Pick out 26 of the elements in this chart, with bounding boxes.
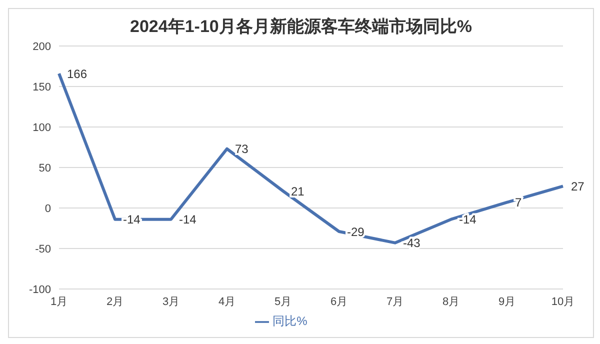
x-tick-label: 2月 [106, 296, 124, 308]
x-tick-label: 10月 [551, 296, 575, 308]
chart-title: 2024年1-10月各月新能源客车终端市场同比% [129, 16, 473, 38]
data-label: 21 [291, 184, 305, 198]
x-tick-label: 6月 [330, 296, 348, 308]
y-tick-label: 100 [32, 122, 51, 134]
x-tick-label: 9月 [498, 296, 516, 308]
legend-label: 同比% [272, 314, 308, 328]
data-label: 73 [235, 142, 249, 156]
x-tick-label: 4月 [218, 296, 236, 308]
y-tick-label: -50 [35, 243, 51, 256]
data-label: -14 [179, 212, 197, 227]
data-label: 27 [571, 179, 585, 194]
y-tick-label: 200 [32, 40, 51, 53]
data-label: -14 [459, 212, 477, 227]
data-label: 166 [67, 66, 88, 81]
y-tick-label: 50 [38, 162, 51, 174]
y-tick-label: 150 [32, 81, 51, 94]
x-tick-label: 1月 [50, 296, 68, 308]
x-tick-label: 5月 [274, 296, 292, 308]
x-tick-label: 8月 [442, 296, 460, 308]
y-tick-label: 0 [44, 202, 51, 215]
y-tick-label: -100 [28, 284, 51, 296]
x-tick-label: 7月 [386, 296, 404, 308]
data-label: -43 [403, 236, 421, 250]
x-tick-label: 3月 [162, 296, 180, 308]
